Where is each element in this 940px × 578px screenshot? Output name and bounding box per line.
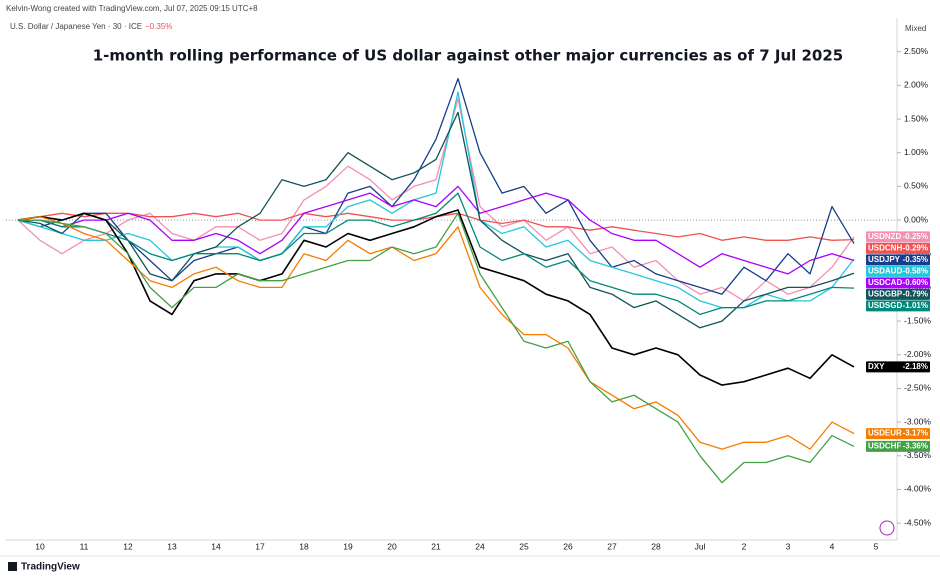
y-tick-label: 2.00% [904,80,929,90]
y-tick-label: -2.50% [904,383,931,393]
legend-box [866,231,930,243]
series-line [17,111,855,329]
legend-value: -2.18% [903,362,928,371]
legend-value: -1.01% [903,301,928,310]
series-line [18,185,855,275]
x-tick-label: 27 [607,541,617,551]
x-tick-label: 26 [563,541,573,551]
legend-box [866,428,930,440]
legend-name: USDNZD [868,232,902,241]
x-tick-label: 11 [80,541,89,551]
legend-value: -0.35% [903,255,928,264]
y-tick-label: -3.50% [904,450,931,460]
legend-entry: USDNZD -0.25% [866,231,930,243]
y-tick-label: -2.00% [904,349,931,359]
legend-box [866,277,930,289]
legend-entry: USDEUR -3.17% [866,428,930,440]
x-tick-label: 2 [742,541,747,551]
legend-name: USDCHF [868,441,901,450]
legend-entry: USDGBP -0.79% [866,288,930,300]
legend-box [866,361,930,373]
icon[interactable] [879,520,895,536]
series-line [17,91,855,309]
series-line [17,98,855,302]
legend-value: -0.29% [903,244,928,253]
x-tick-label: 4 [830,541,835,551]
x-tick-label: 19 [343,541,353,551]
symbol-change: −0.35% [145,22,172,31]
legend-name: USDCAD [868,278,902,287]
series-line [17,209,855,386]
legend-box [866,288,930,300]
legend-entry: USDJPY -0.35% [866,254,930,266]
x-tick-label: 25 [519,541,529,551]
legend-value: -3.36% [903,441,928,450]
legend-value: -0.58% [903,267,928,276]
legend-name: USDJPY [868,255,901,264]
legend-entry: USDAUD -0.58% [866,265,930,277]
y-tick-label: 1.50% [904,113,929,123]
legend-name: USDAUD [868,267,902,276]
author-line: Kelvin-Wong created with TradingView.com… [6,4,258,13]
x-tick-label: 20 [387,541,397,551]
series-line [18,192,855,316]
legend-box [866,265,930,277]
legend-name: USDSGD [868,301,902,310]
brand: TradingView [21,562,80,573]
x-tick-label: 12 [123,541,133,551]
legend-box [866,254,930,266]
x-tick-label: 18 [299,541,309,551]
legend-value: -3.17% [903,429,928,438]
brand-logo [8,562,17,571]
y-tick-label: -4.50% [904,517,931,527]
x-tick-label: 5 [874,541,879,551]
x-tick-label: 3 [786,541,791,551]
legend-value: -0.25% [903,232,928,241]
legend-value: -0.60% [903,278,928,287]
y-tick-label: -4.00% [904,484,931,494]
legend-entry: USDCNH -0.29% [866,242,930,254]
x-tick-label: 17 [255,541,265,551]
y-tick-label: 0.50% [904,181,929,191]
chart-title: 1-month rolling performance of US dollar… [93,47,844,65]
y-tick-label: 1.00% [904,147,929,157]
x-tick-label: 13 [167,541,177,551]
legend-name: USDEUR [868,429,902,438]
series-line [18,212,855,484]
scale-mode: Mixed [905,24,926,33]
y-tick-label: -3.00% [904,416,931,426]
x-tick-label: 14 [211,541,221,551]
series-line [17,216,855,450]
legend-entry: DXY -2.18% [866,361,930,373]
legend-value: -0.79% [903,290,928,299]
y-tick-label: -1.50% [904,315,931,325]
y-tick-label: 2.50% [904,46,929,56]
legend: USDNZD -0.25%USDCNH -0.29%USDJPY -0.35%USDA… [866,231,930,452]
legend-name: USDGBP [868,290,903,299]
legend-name: USDCNH [868,244,902,253]
x-tick-label: 21 [431,541,441,551]
legend-box [866,300,930,312]
x-tick-label: 28 [651,541,661,551]
legend-box [866,440,930,452]
legend-entry: USDCAD -0.60% [866,277,930,289]
symbol-line: U.S. Dollar / Japanese Yen · 30 · ICE [10,22,142,31]
x-tick-label: 24 [475,541,485,551]
legend-name: DXY [868,362,885,371]
legend-entry: USDSGD -1.01% [866,300,930,312]
legend-entry: USDCHF -3.36% [866,440,930,452]
legend-box [866,242,930,254]
x-tick-label: Jul [695,541,706,551]
series-line [17,77,855,295]
y-tick-label: 0.00% [904,214,929,224]
x-tick-label: 10 [35,541,45,551]
